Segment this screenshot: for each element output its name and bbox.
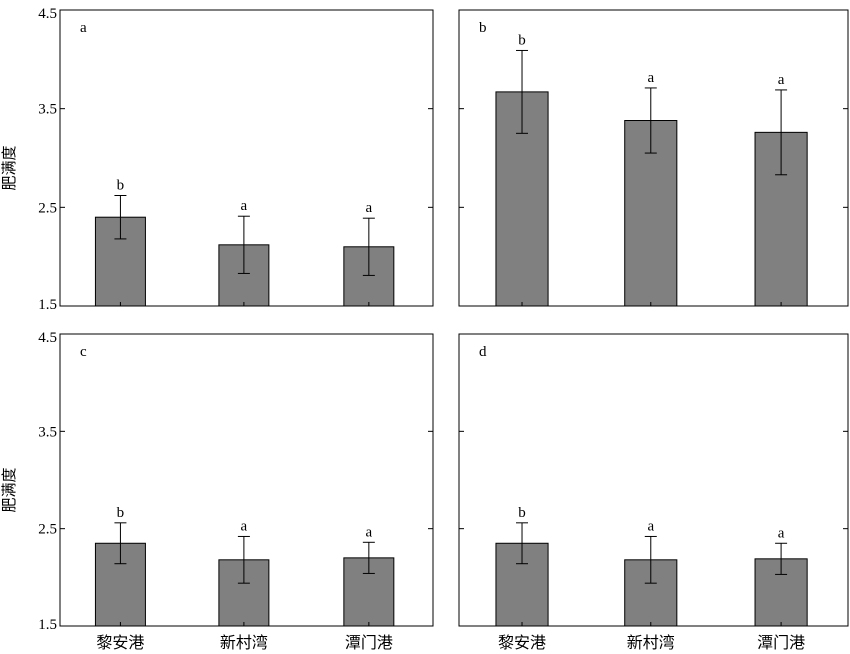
y-tick-label: 3.5	[38, 424, 57, 440]
significance-label: b	[117, 505, 125, 521]
x-tick-label: 新村湾	[627, 634, 675, 652]
panel-label: d	[479, 344, 487, 360]
x-tick-label: 黎安港	[498, 634, 546, 652]
significance-label: a	[241, 198, 248, 214]
x-tick-label: 黎安港	[96, 634, 144, 652]
y-tick-label: 2.5	[38, 200, 57, 216]
significance-label: a	[366, 524, 373, 540]
significance-label: b	[518, 505, 526, 521]
y-tick-label: 2.5	[38, 522, 57, 538]
x-tick-label: 潭门港	[757, 634, 805, 652]
panel-label: a	[80, 20, 87, 36]
y-axis-label: 肥满度	[1, 467, 18, 512]
x-tick-label: 潭门港	[345, 634, 393, 652]
y-tick-label: 4.5	[38, 330, 57, 346]
significance-label: b	[518, 32, 526, 48]
significance-label: a	[778, 525, 785, 541]
y-tick-label: 4.5	[38, 6, 57, 22]
y-tick-label: 1.5	[38, 617, 57, 633]
panel-label: c	[80, 344, 87, 360]
significance-label: a	[647, 518, 654, 534]
significance-label: a	[241, 518, 248, 534]
significance-label: a	[366, 200, 373, 216]
x-tick-label: 新村湾	[220, 634, 268, 652]
significance-label: a	[647, 70, 654, 86]
y-axis-label: 肥满度	[1, 145, 18, 190]
significance-label: a	[778, 72, 785, 88]
y-tick-label: 1.5	[38, 297, 57, 313]
y-tick-label: 3.5	[38, 102, 57, 118]
significance-label: b	[117, 177, 125, 193]
panel-label: b	[479, 20, 487, 36]
